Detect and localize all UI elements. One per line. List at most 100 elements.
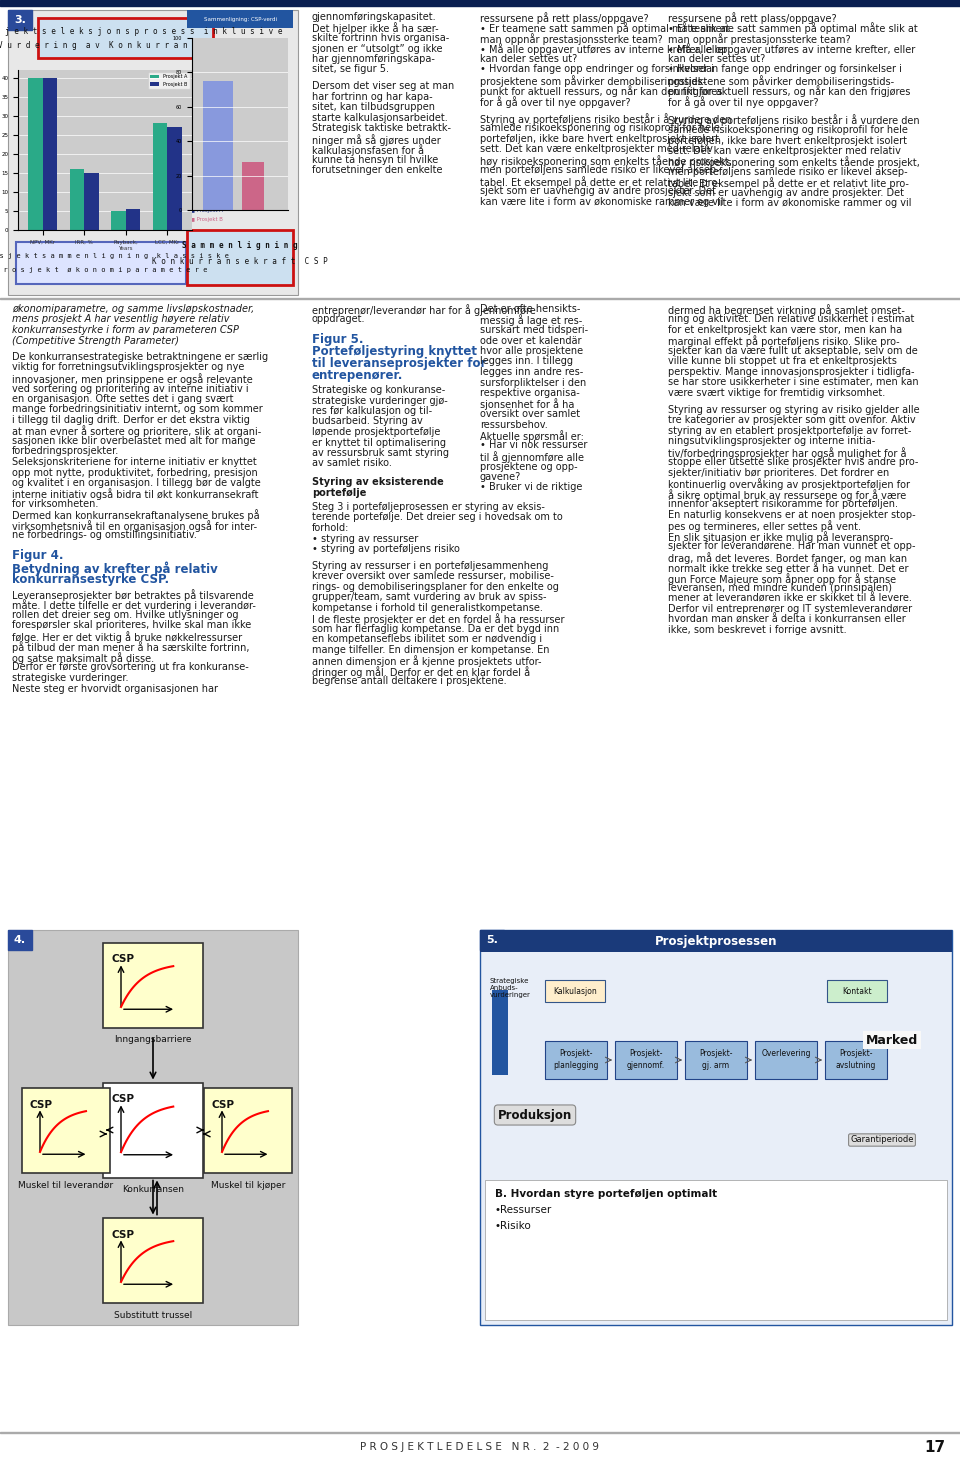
Text: at man evner å sortere og prioritere, slik at organi-: at man evner å sortere og prioritere, sl… (12, 425, 261, 437)
Text: ■ Prosjekt B: ■ Prosjekt B (190, 218, 223, 222)
Text: innovasjoner, men prinsippene er også relevante: innovasjoner, men prinsippene er også re… (12, 373, 252, 384)
Text: styring av en etablert prosjektportefølje av forret-: styring av en etablert prosjektportefølj… (668, 425, 911, 435)
Text: • Hvordan fange opp endringer og forsinkelser i: • Hvordan fange opp endringer og forsink… (668, 64, 901, 75)
Text: ikke, som beskrevet i forrige avsnitt.: ikke, som beskrevet i forrige avsnitt. (668, 625, 847, 636)
Bar (203, 80, 233, 210)
Bar (8, 10, 32, 31)
Text: I de fleste prosjekter er det en fordel å ha ressurser: I de fleste prosjekter er det en fordel … (312, 614, 564, 625)
Text: en kompetanseflebs ibilitet som er nødvendig i: en kompetanseflebs ibilitet som er nødve… (312, 634, 542, 644)
Text: CSP: CSP (30, 1100, 53, 1109)
Text: • Bruker vi de riktige: • Bruker vi de riktige (480, 482, 583, 492)
Text: CSP: CSP (111, 954, 134, 964)
Text: kan være lite i form av økonomiske rammer og vil: kan være lite i form av økonomiske ramme… (480, 197, 724, 207)
Text: • styring av porteføljens risiko: • styring av porteføljens risiko (312, 543, 460, 554)
Text: samlede risikoeksponering og risikoprofil for hele: samlede risikoeksponering og risikoprofi… (480, 123, 720, 133)
Text: sjekter/initiativ bør prioriteres. Det fordrer en: sjekter/initiativ bør prioriteres. Det f… (668, 468, 889, 478)
Bar (84, 172, 99, 229)
Bar (755, 1042, 817, 1080)
Text: oppdraget.: oppdraget. (312, 314, 366, 324)
Text: sett. Det kan være enkeltprosjekter med relativ: sett. Det kan være enkeltprosjekter med … (668, 146, 900, 156)
Text: Produksjon: Produksjon (498, 1109, 572, 1122)
Text: Strategiske og konkuranse-: Strategiske og konkuranse- (312, 386, 445, 394)
Text: tabel. Et eksempel på dette er et relativt lite pro-: tabel. Et eksempel på dette er et relati… (668, 177, 909, 190)
Text: for virksomheten.: for virksomheten. (12, 500, 98, 508)
Text: sjekter for leverandørene. Har man vunnet et opp-: sjekter for leverandørene. Har man vunne… (668, 541, 916, 551)
Text: Garantiperiode: Garantiperiode (851, 1135, 914, 1144)
Text: annen dimensjon er å kjenne prosjektets utfor-: annen dimensjon er å kjenne prosjektets … (312, 656, 541, 668)
Bar (22, 1087, 110, 1173)
Text: rings- og demobiliseringsplaner for den enkelte og: rings- og demobiliseringsplaner for den … (312, 581, 559, 592)
Bar (8, 10, 298, 295)
Bar (8, 931, 32, 950)
Bar (103, 942, 203, 1027)
Text: Derfor vil entreprenører og IT systemleverandører: Derfor vil entreprenører og IT systemlev… (668, 605, 912, 614)
Text: Muskel til kjøper: Muskel til kjøper (211, 1180, 285, 1189)
Bar (29, 77, 43, 229)
Text: sett. Det kan være enkeltprosjekter med relativ: sett. Det kan være enkeltprosjekter med … (480, 145, 713, 155)
Text: mener at leverandøren ikke er skikket til å levere.: mener at leverandøren ikke er skikket ti… (668, 593, 912, 603)
Text: •Risiko: •Risiko (495, 1221, 532, 1232)
Text: legges inn. I tillegg: legges inn. I tillegg (480, 356, 573, 367)
Text: sjekt som er uavhengig av andre prosjekter. Det: sjekt som er uavhengig av andre prosjekt… (668, 188, 904, 199)
Legend: Prosjekt A, Prosjekt B: Prosjekt A, Prosjekt B (148, 73, 189, 89)
Text: pes og termineres, eller settes på vent.: pes og termineres, eller settes på vent. (668, 520, 861, 532)
Text: stoppe eller utsette slike prosjekter hvis andre pro-: stoppe eller utsette slike prosjekter hv… (668, 457, 919, 468)
Text: grupper/team, samt vurdering av bruk av spiss-: grupper/team, samt vurdering av bruk av … (312, 592, 546, 602)
Text: innenfor akseptert risikoramme for porteføljen.: innenfor akseptert risikoramme for porte… (668, 500, 898, 510)
Text: CSP: CSP (111, 1094, 134, 1105)
Text: Styring av ressurser og styring av risiko gjelder alle: Styring av ressurser og styring av risik… (668, 405, 920, 415)
Text: K o n k u r r a n s e k r a f t  C S P: K o n k u r r a n s e k r a f t C S P (152, 257, 328, 266)
Text: terende portefølje. Det dreier seg i hovedsak om to: terende portefølje. Det dreier seg i hov… (312, 513, 563, 523)
Bar (43, 77, 58, 229)
Text: • Må alle oppgaver utføres av interne krefter, eller: • Må alle oppgaver utføres av interne kr… (668, 44, 915, 56)
Bar (38, 18, 213, 58)
Text: strategiske vurderinger.: strategiske vurderinger. (12, 674, 129, 682)
Text: sjonsenhet for å ha: sjonsenhet for å ha (480, 399, 574, 411)
Text: måte. I dette tilfelle er det vurdering i leverandør-: måte. I dette tilfelle er det vurdering … (12, 599, 256, 611)
Bar (204, 1087, 292, 1173)
Text: konkurransestyrke CSP.: konkurransestyrke CSP. (12, 573, 169, 586)
Text: Strategisk taktiske betraktk-: Strategisk taktiske betraktk- (312, 123, 451, 133)
Text: S a m m e n l i g n i n g: S a m m e n l i g n i n g (182, 241, 298, 250)
Bar (103, 1083, 203, 1178)
Text: respektive organisa-: respektive organisa- (480, 389, 580, 397)
Text: P r o s j e k t s e l e k s j o n s p r o s e s s  i n k l u s i v e: P r o s j e k t s e l e k s j o n s p r … (0, 28, 283, 37)
Text: virksomhetsnivå til en organisasjon også for inter-: virksomhetsnivå til en organisasjon også… (12, 520, 257, 532)
Text: for et enkeltprosjekt kan være stor, men kan ha: for et enkeltprosjekt kan være stor, men… (668, 324, 902, 335)
Bar (153, 123, 167, 229)
Text: tabel. Et eksempel på dette er et relativt lite pro-: tabel. Et eksempel på dette er et relati… (480, 175, 721, 187)
Text: sitet, se figur 5.: sitet, se figur 5. (312, 64, 389, 75)
Text: være svært viktige for fremtidig virksomhet.: være svært viktige for fremtidig virksom… (668, 389, 885, 397)
Text: følge. Her er det viktig å bruke nøkkelressurser: følge. Her er det viktig å bruke nøkkelr… (12, 631, 242, 643)
Text: P r o s j e k t  ø k o n o m i p a r a m e t e r e: P r o s j e k t ø k o n o m i p a r a m … (0, 267, 207, 273)
Text: avslutning: avslutning (836, 1061, 876, 1069)
Text: økonomiparametre, og samme livsløpskostnader,: økonomiparametre, og samme livsløpskostn… (12, 304, 254, 314)
Text: er knyttet til optimalisering: er knyttet til optimalisering (312, 437, 446, 447)
Bar (0, 0, 960, 6)
Bar (827, 980, 887, 1002)
Text: Dermed kan konkurransekraftanalysene brukes på: Dermed kan konkurransekraftanalysene bru… (12, 510, 259, 522)
Text: forhold:: forhold: (312, 523, 349, 533)
Text: entrepenører.: entrepenører. (312, 370, 403, 381)
Text: Derfor er første grovsortering ut fra konkuranse-: Derfor er første grovsortering ut fra ko… (12, 662, 249, 672)
Text: Kalkulasjon: Kalkulasjon (553, 986, 597, 995)
Text: samlede risikoeksponering og risikoprofil for hele: samlede risikoeksponering og risikoprofi… (668, 126, 908, 134)
Bar (615, 1042, 677, 1080)
Text: • Hvordan fange opp endringer og forsinkelser i: • Hvordan fange opp endringer og forsink… (480, 64, 714, 75)
Text: på tilbud der man mener å ha særskilte fortrinn,: på tilbud der man mener å ha særskilte f… (12, 641, 250, 653)
Text: til leveranseprosjekter for: til leveranseprosjekter for (312, 356, 487, 370)
Text: P r o s j e k t s a m m e n l i g n i n g  k l a s s i s k e: P r o s j e k t s a m m e n l i g n i n … (0, 253, 228, 259)
Text: kunne ta hensyn til hvilke: kunne ta hensyn til hvilke (312, 155, 439, 165)
Text: punkt for aktuell ressurs, og når kan den frigjøres: punkt for aktuell ressurs, og når kan de… (480, 86, 722, 98)
Text: Prosjekt-: Prosjekt- (839, 1049, 873, 1058)
Text: De konkurransestrategiske betraktningene er særlig: De konkurransestrategiske betraktningene… (12, 352, 268, 362)
Text: løpende prosjektportefølje: løpende prosjektportefølje (312, 427, 441, 437)
Text: • Er teamene satt sammen på optimal måte slik at: • Er teamene satt sammen på optimal måte… (480, 22, 730, 35)
Bar (480, 931, 952, 1325)
Text: man oppnår prestasjonssterke team?: man oppnår prestasjonssterke team? (480, 34, 662, 45)
Text: Prosjekt-: Prosjekt- (560, 1049, 592, 1058)
Text: for å gå over til nye oppgaver?: for å gå over til nye oppgaver? (668, 96, 819, 108)
Text: mange tilfeller. En dimensjon er kompetanse. En: mange tilfeller. En dimensjon er kompeta… (312, 644, 549, 655)
Text: Prosjekt-: Prosjekt- (629, 1049, 662, 1058)
Text: høy risikoeksponering som enkelts tående prosjekt,: høy risikoeksponering som enkelts tående… (668, 156, 920, 168)
